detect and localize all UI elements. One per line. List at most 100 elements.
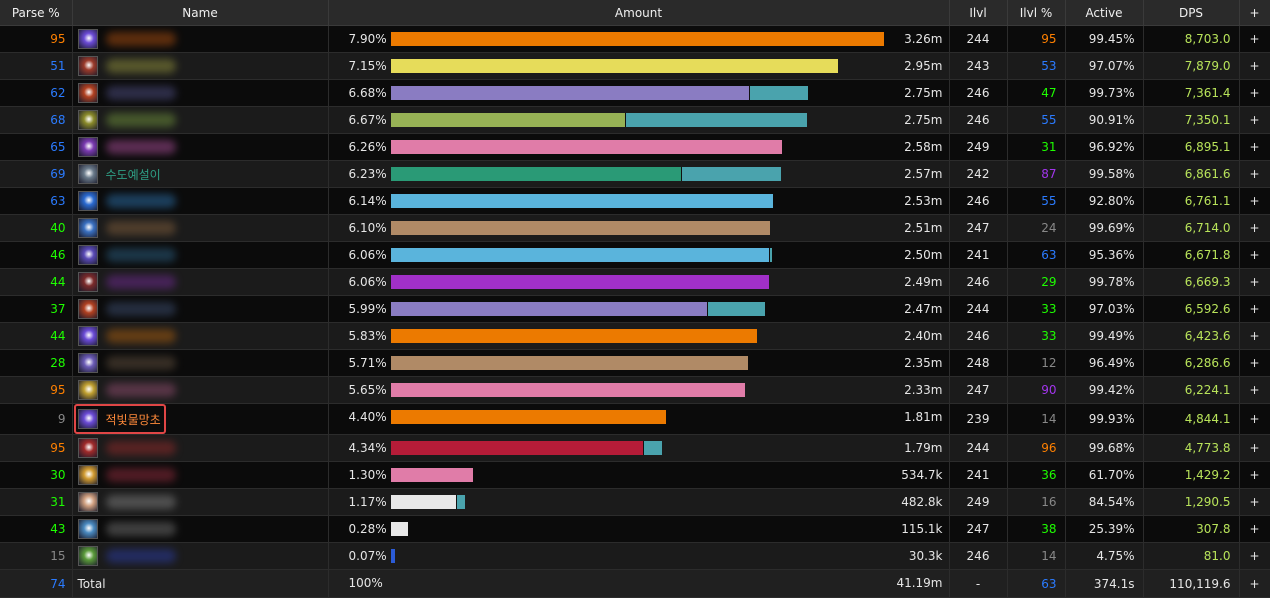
expand-row-button[interactable]: +: [1239, 25, 1270, 53]
player-entry[interactable]: [77, 27, 176, 51]
col-header-amount[interactable]: Amount: [328, 0, 950, 26]
expand-row-button[interactable]: +: [1239, 376, 1270, 404]
player-row[interactable]: 15 0.07% 30.3k 246 14 4.75% 81.0 +: [0, 542, 1270, 570]
player-row[interactable]: 44 5.83% 2.40m 246 33 99.49% 6,423.6 +: [0, 322, 1270, 350]
name-cell[interactable]: [72, 542, 329, 570]
expand-row-button[interactable]: +: [1239, 268, 1270, 296]
player-row[interactable]: 95 5.65% 2.33m 247 90 99.42% 6,224.1 +: [0, 376, 1270, 404]
expand-row-button[interactable]: +: [1239, 214, 1270, 242]
player-row[interactable]: 37 5.99% 2.47m 244 33 97.03% 6,592.6 +: [0, 295, 1270, 323]
name-cell[interactable]: [72, 461, 329, 489]
col-header-active[interactable]: Active: [1065, 0, 1144, 26]
expand-row-button[interactable]: +: [1239, 488, 1270, 516]
player-row[interactable]: 43 0.28% 115.1k 247 38 25.39% 307.8 +: [0, 515, 1270, 543]
name-cell[interactable]: [72, 25, 329, 53]
expand-row-button[interactable]: +: [1239, 241, 1270, 269]
player-name[interactable]: 적빛물망초: [105, 412, 161, 427]
expand-row-button[interactable]: +: [1239, 160, 1270, 188]
player-entry[interactable]: [77, 54, 176, 78]
player-row[interactable]: 95 7.90% 3.26m 244 95 99.45% 8,703.0 +: [0, 25, 1270, 53]
player-name-redacted: [105, 140, 176, 154]
player-entry[interactable]: 수도예설이: [77, 162, 161, 186]
player-row[interactable]: 68 6.67% 2.75m 246 55 90.91% 7,350.1 +: [0, 106, 1270, 134]
highlighted-player[interactable]: 적빛물망초: [73, 404, 166, 434]
player-entry[interactable]: [77, 378, 176, 402]
expand-row-button[interactable]: +: [1239, 515, 1270, 543]
ilvl-percent: 95: [1007, 25, 1066, 53]
player-entry[interactable]: [77, 135, 176, 159]
player-row[interactable]: 44 6.06% 2.49m 246 29 99.78% 6,669.3 +: [0, 268, 1270, 296]
expand-row-button[interactable]: +: [1239, 52, 1270, 80]
player-entry[interactable]: [77, 297, 176, 321]
name-cell[interactable]: 수도예설이: [72, 160, 329, 188]
player-entry[interactable]: [77, 270, 176, 294]
amount-bar-track: [390, 549, 885, 563]
player-entry[interactable]: [77, 108, 176, 132]
expand-row-button[interactable]: +: [1239, 403, 1270, 435]
player-row[interactable]: 28 5.71% 2.35m 248 12 96.49% 6,286.6 +: [0, 349, 1270, 377]
col-header-dps[interactable]: DPS: [1143, 0, 1240, 26]
player-entry[interactable]: [77, 216, 176, 240]
name-cell[interactable]: [72, 133, 329, 161]
player-name[interactable]: 수도예설이: [105, 167, 161, 182]
col-header-ilvl-pct[interactable]: Ilvl %: [1007, 0, 1066, 26]
player-name-redacted: [105, 248, 176, 262]
player-row[interactable]: 69 수도예설이 6.23% 2.57m 242 87 99.58% 6,861…: [0, 160, 1270, 188]
expand-row-button[interactable]: +: [1239, 106, 1270, 134]
player-entry[interactable]: [77, 436, 176, 460]
player-entry[interactable]: [77, 490, 176, 514]
name-cell[interactable]: [72, 295, 329, 323]
expand-row-button[interactable]: +: [1239, 322, 1270, 350]
amount-percent: 0.07%: [348, 549, 387, 563]
amount-cell: 7.90% 3.26m: [328, 25, 950, 53]
name-cell[interactable]: 적빛물망초: [72, 403, 329, 435]
expand-row-button[interactable]: +: [1239, 434, 1270, 462]
player-row[interactable]: 65 6.26% 2.58m 249 31 96.92% 6,895.1 +: [0, 133, 1270, 161]
player-entry[interactable]: [77, 189, 176, 213]
player-row[interactable]: 40 6.10% 2.51m 247 24 99.69% 6,714.0 +: [0, 214, 1270, 242]
col-header-add[interactable]: +: [1239, 0, 1270, 26]
expand-row-button[interactable]: +: [1239, 542, 1270, 570]
name-cell[interactable]: [72, 515, 329, 543]
player-entry[interactable]: [77, 81, 176, 105]
name-cell[interactable]: [72, 322, 329, 350]
expand-row-button[interactable]: +: [1239, 349, 1270, 377]
frost-icon: [77, 191, 98, 211]
player-entry[interactable]: [77, 324, 176, 348]
name-cell[interactable]: [72, 268, 329, 296]
name-cell[interactable]: [72, 434, 329, 462]
player-row[interactable]: 62 6.68% 2.75m 246 47 99.73% 7,361.4 +: [0, 79, 1270, 107]
name-cell[interactable]: [72, 52, 329, 80]
name-cell[interactable]: [72, 376, 329, 404]
expand-row-button[interactable]: +: [1239, 79, 1270, 107]
col-header-ilvl[interactable]: Ilvl: [949, 0, 1008, 26]
name-cell[interactable]: [72, 214, 329, 242]
player-row[interactable]: 30 1.30% 534.7k 241 36 61.70% 1,429.2 +: [0, 461, 1270, 489]
name-cell[interactable]: [72, 106, 329, 134]
player-entry[interactable]: [77, 243, 176, 267]
expand-row-button[interactable]: +: [1239, 295, 1270, 323]
col-header-parse[interactable]: Parse %: [0, 0, 73, 26]
active-percent: 99.68%: [1065, 434, 1144, 462]
total-add-button[interactable]: +: [1239, 569, 1270, 598]
name-cell[interactable]: [72, 187, 329, 215]
player-entry[interactable]: [77, 544, 176, 568]
player-entry[interactable]: [77, 351, 176, 375]
player-entry[interactable]: [77, 517, 176, 541]
name-cell[interactable]: [72, 349, 329, 377]
player-row[interactable]: 95 4.34% 1.79m 244 96 99.68% 4,773.8 +: [0, 434, 1270, 462]
player-row[interactable]: 63 6.14% 2.53m 246 55 92.80% 6,761.1 +: [0, 187, 1270, 215]
name-cell[interactable]: [72, 241, 329, 269]
player-row[interactable]: 9 적빛물망초 4.40% 1.81m 239 14 99.93% 4,844.…: [0, 403, 1270, 435]
col-header-name[interactable]: Name: [72, 0, 329, 26]
name-cell[interactable]: [72, 488, 329, 516]
player-row[interactable]: 51 7.15% 2.95m 243 53 97.07% 7,879.0 +: [0, 52, 1270, 80]
player-row[interactable]: 46 6.06% 2.50m 241 63 95.36% 6,671.8 +: [0, 241, 1270, 269]
player-row[interactable]: 31 1.17% 482.8k 249 16 84.54% 1,290.5 +: [0, 488, 1270, 516]
parse-percent: 69: [0, 160, 73, 188]
player-entry[interactable]: [77, 463, 176, 487]
expand-row-button[interactable]: +: [1239, 461, 1270, 489]
name-cell[interactable]: [72, 79, 329, 107]
expand-row-button[interactable]: +: [1239, 187, 1270, 215]
expand-row-button[interactable]: +: [1239, 133, 1270, 161]
